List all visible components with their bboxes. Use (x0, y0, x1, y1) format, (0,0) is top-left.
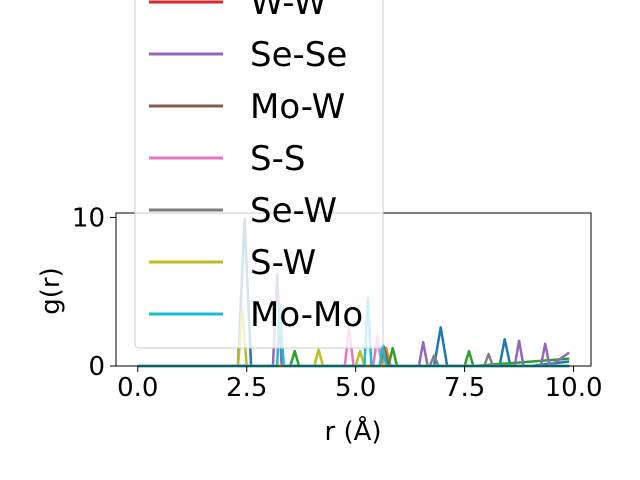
x-tick-label: 2.5 (226, 373, 267, 403)
x-axis-label: r (Å) (324, 415, 381, 447)
ticks-layer: 0.0 2.5 5.0 7.5 10.0 0 10 (72, 203, 603, 403)
legend-label-s-w: S-W (250, 243, 316, 283)
legend-label-mo-w: Mo-W (250, 87, 345, 127)
x-tick-label: 10.0 (545, 373, 603, 403)
y-tick-label: 0 (88, 352, 105, 382)
legend-label-s-s: S-S (250, 139, 305, 179)
x-tick-label: 0.0 (117, 373, 158, 403)
legend-label-w-w: W-W (250, 0, 327, 23)
legend: W-W Se-Se Mo-W S-S Se-W S-W Mo-Mo (134, 0, 384, 349)
x-tick-label: 5.0 (335, 373, 376, 403)
y-tick-label: 10 (72, 203, 105, 233)
series-line-unlabeled-2 (137, 346, 570, 368)
legend-label-se-se: Se-Se (250, 35, 347, 75)
y-axis-label: g(r) (36, 267, 66, 314)
legend-label-mo-mo: Mo-Mo (250, 295, 363, 335)
legend-label-se-w: Se-W (250, 191, 337, 231)
x-tick-label: 7.5 (444, 373, 485, 403)
